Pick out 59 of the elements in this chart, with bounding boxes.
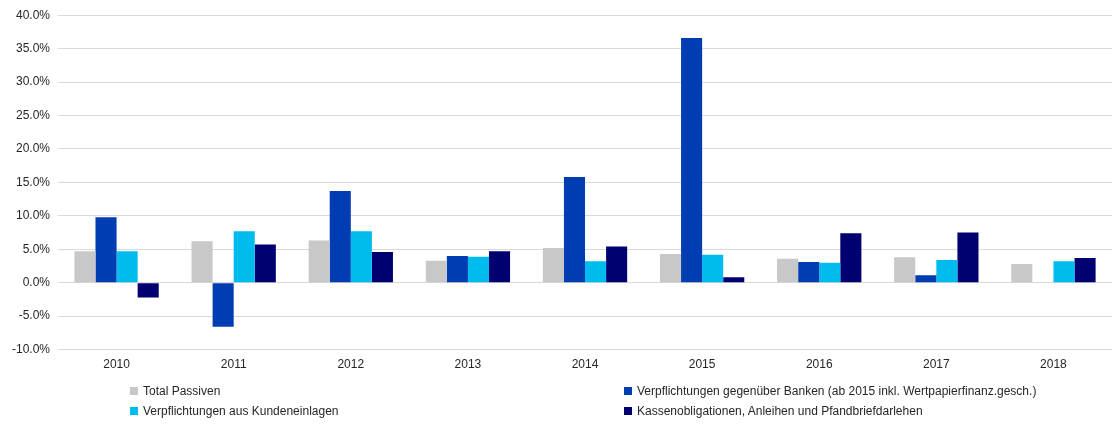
x-tick-label: 2013 (454, 357, 482, 372)
y-tick-label: 5.0% (22, 241, 51, 256)
y-tick-label: 20.0% (15, 141, 51, 156)
y-tick-label: 15.0% (15, 174, 51, 189)
bar (563, 177, 586, 283)
bar (95, 217, 117, 283)
bar (191, 241, 213, 283)
bar (116, 251, 138, 283)
bar (488, 251, 511, 283)
bar (542, 247, 564, 283)
bar (585, 261, 607, 283)
bar (915, 275, 937, 283)
bar (350, 231, 372, 283)
bar (1053, 261, 1075, 283)
bar (1074, 257, 1096, 283)
bar (467, 256, 489, 283)
bar (936, 259, 958, 283)
bar (74, 251, 96, 283)
bar (212, 283, 234, 327)
bar (957, 232, 979, 283)
legend-label: Verpflichtungen gegenüber Banken (ab 2015 inkl. Wertpapierfinanz.gesch.) (637, 384, 1037, 398)
legend-label: Kassenobligationen, Anleihen und Pfandbriefdarlehen (637, 404, 923, 418)
y-tick-label: -5.0% (18, 308, 51, 323)
y-tick-label: 25.0% (15, 107, 51, 122)
bar (819, 262, 841, 283)
x-tick-label: 2017 (922, 357, 951, 372)
bar (702, 254, 724, 283)
y-tick-label: 0.0% (22, 275, 51, 290)
x-tick-label: 2018 (1040, 357, 1068, 372)
bar (777, 258, 799, 283)
bar (446, 255, 468, 283)
x-tick-label: 2016 (805, 357, 833, 372)
bar (308, 240, 330, 283)
bar (798, 261, 820, 283)
x-tick-label: 2010 (103, 357, 131, 372)
bar (606, 246, 628, 283)
bar (659, 253, 682, 283)
x-tick-label: 2012 (337, 357, 365, 372)
bar (681, 37, 703, 283)
bar (840, 233, 862, 283)
y-tick-label: 30.0% (15, 74, 51, 89)
x-tick-label: 2015 (688, 357, 716, 372)
legend-label: Verpflichtungen aus Kundeneinlagen (143, 404, 339, 418)
bar (425, 260, 447, 283)
y-tick-label: 10.0% (15, 208, 51, 223)
y-tick-label: 40.0% (15, 7, 51, 22)
bar (254, 244, 276, 283)
y-tick-label: 35.0% (15, 40, 51, 55)
bar (894, 257, 916, 283)
bar (233, 231, 255, 283)
bar (137, 283, 159, 298)
bar (1011, 263, 1033, 283)
bar (723, 277, 745, 283)
legend-label: Total Passiven (143, 384, 221, 398)
bar (371, 251, 393, 283)
y-tick-label: -10.0% (11, 341, 51, 356)
bar (329, 191, 351, 283)
x-tick-label: 2011 (220, 357, 247, 372)
x-tick-label: 2014 (571, 357, 599, 372)
